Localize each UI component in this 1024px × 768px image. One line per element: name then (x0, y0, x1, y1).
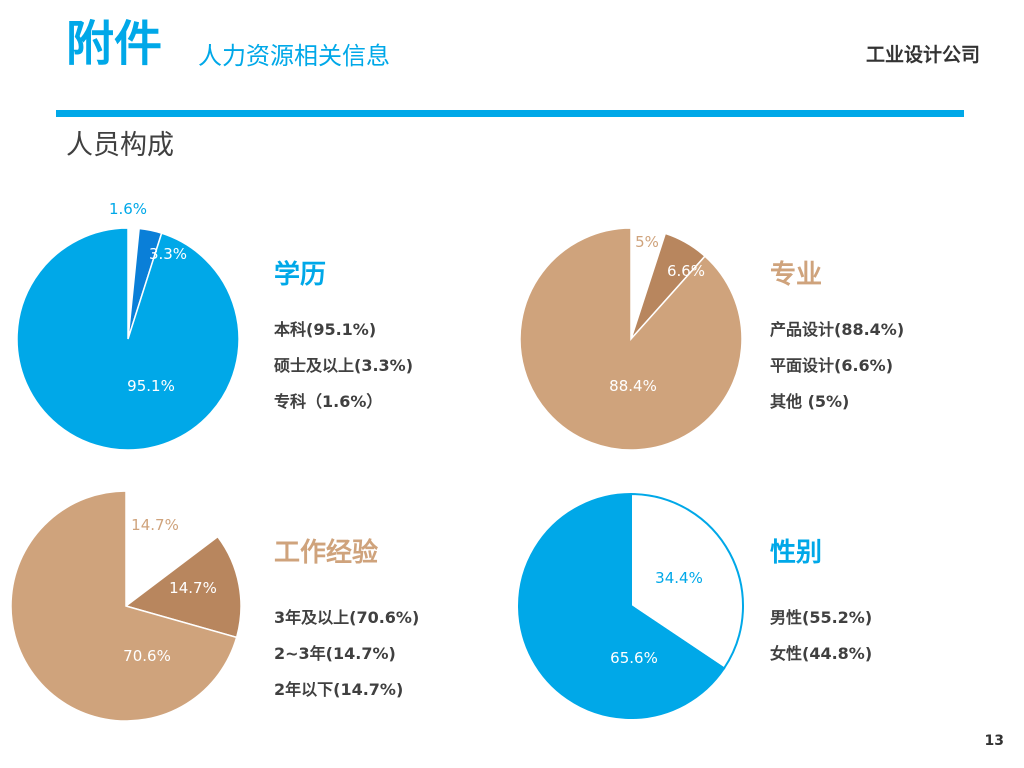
slice-label: 6.6% (667, 262, 705, 280)
pie-slice (630, 492, 744, 670)
slice-label: 3.3% (149, 245, 187, 263)
legend-item: 2~3年(14.7%) (274, 644, 396, 663)
legend-item: 其他 (5%) (770, 392, 850, 411)
legend-item: 产品设计(88.4%) (770, 320, 905, 339)
pie-slice (124, 535, 242, 639)
legend-item: 本科(95.1%) (274, 320, 377, 339)
slice-label: 70.6% (123, 647, 171, 665)
chart-title: 学历 (274, 260, 327, 290)
slice-label: 95.1% (127, 377, 175, 395)
slice-label: 88.4% (609, 377, 657, 395)
legend-item: 3年及以上(70.6%) (274, 608, 420, 627)
section-title: 人员构成 (66, 130, 174, 161)
slice-label: 65.6% (610, 649, 658, 667)
page-title: 附件 (66, 16, 163, 72)
pie-slice (16, 227, 240, 451)
pie-slice (10, 490, 238, 722)
page-number: 13 (984, 733, 1004, 749)
legend-item: 硕士及以上(3.3%) (274, 356, 414, 375)
legend-item: 男性(55.2%) (770, 608, 873, 627)
slice-label: 14.7% (131, 516, 179, 534)
slice-label: 14.7% (169, 579, 217, 597)
pie-slice (125, 490, 219, 608)
chart-title: 工作经验 (274, 538, 379, 568)
company-name: 工业设计公司 (865, 44, 980, 66)
page-subtitle: 人力资源相关信息 (198, 42, 390, 70)
legend-item: 女性(44.8%) (770, 644, 873, 663)
pie-slice (518, 492, 726, 719)
slice-label: 1.6% (109, 200, 147, 218)
legend-item: 平面设计(6.6%) (770, 356, 894, 375)
chart-title: 性别 (770, 538, 823, 568)
legend-item: 2年以下(14.7%) (274, 680, 404, 699)
legend-item: 专科（1.6%） (274, 392, 383, 411)
header-divider (56, 110, 964, 117)
pie-slice (519, 227, 743, 451)
slice-label: 34.4% (655, 569, 703, 587)
chart-title: 专业 (770, 260, 823, 290)
slice-label: 5% (635, 233, 659, 251)
